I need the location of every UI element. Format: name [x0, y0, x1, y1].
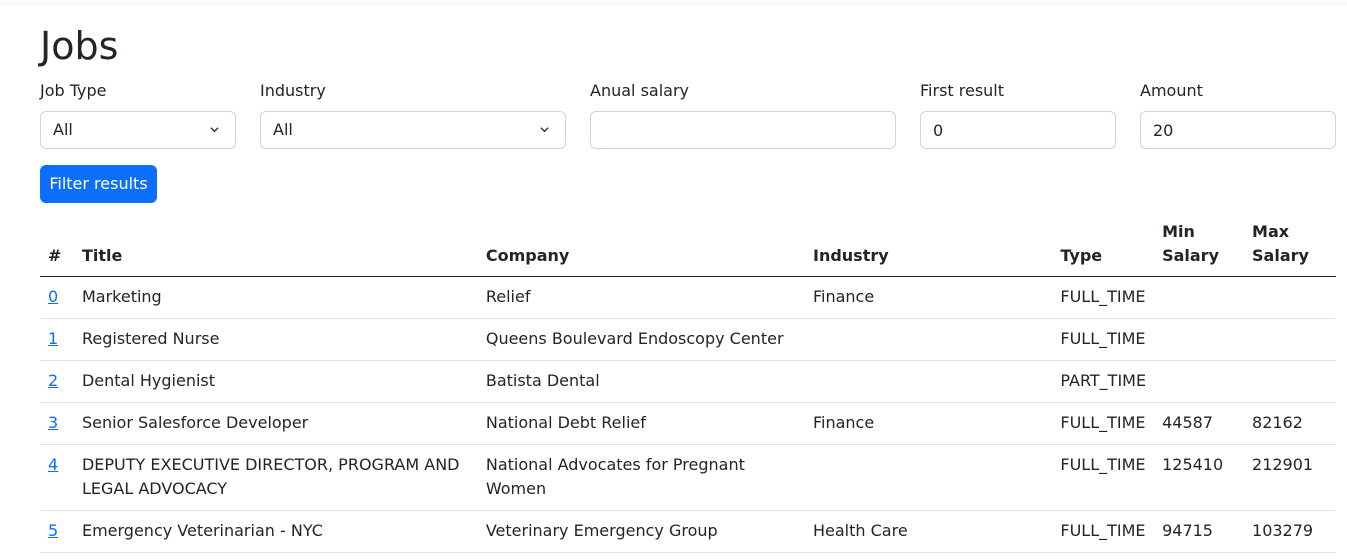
header-min-salary: Min Salary [1154, 214, 1245, 277]
job-company: Queens Boulevard Endoscopy Center [477, 318, 805, 361]
job-title: Marketing [73, 276, 478, 319]
job-industry: Health Care [804, 510, 1053, 553]
job-company: Relief [477, 276, 805, 319]
job-min-salary [1154, 318, 1245, 361]
job-id-link[interactable]: 5 [48, 521, 59, 540]
job-industry: Finance [804, 402, 1053, 445]
job-max-salary [1244, 360, 1336, 403]
job-title: DEPUTY EXECUTIVE DIRECTOR, PROGRAM AND L… [73, 444, 478, 511]
annual-salary-input[interactable] [590, 111, 896, 149]
job-min-salary: 94715 [1154, 510, 1245, 553]
job-type-value: All [53, 120, 73, 139]
job-id-link[interactable]: 3 [48, 413, 59, 432]
table-row: 1 Registered Nurse Queens Boulevard Endo… [40, 318, 1336, 361]
job-type: PART_TIME [1052, 360, 1155, 403]
annual-salary-label: Anual salary [590, 81, 689, 100]
annual-salary-field: Anual salary [590, 80, 896, 149]
header-type: Type [1052, 214, 1155, 277]
industry-value: All [273, 120, 293, 139]
job-company: Veterinary Emergency Group [477, 510, 805, 553]
chevron-down-icon [210, 127, 219, 133]
job-type-label: Job Type [40, 81, 107, 100]
header-max-salary: Max Salary [1244, 214, 1336, 277]
industry-select[interactable]: All [260, 111, 566, 149]
job-company: Batista Dental [477, 360, 805, 403]
job-min-salary: 44587 [1154, 402, 1245, 445]
header-company: Company [477, 214, 805, 277]
industry-label: Industry [260, 81, 326, 100]
job-industry [804, 444, 1053, 511]
job-id-link[interactable]: 2 [48, 371, 59, 390]
job-type-select[interactable]: All [40, 111, 236, 149]
job-id-link[interactable]: 0 [48, 287, 59, 306]
page-title: Jobs [40, 24, 119, 68]
table-row: 3 Senior Salesforce Developer National D… [40, 402, 1336, 445]
table-row: 2 Dental Hygienist Batista Dental PART_T… [40, 360, 1336, 403]
first-result-field: First result [920, 80, 1116, 149]
job-title: Senior Salesforce Developer [73, 402, 478, 445]
job-type: FULL_TIME [1052, 276, 1155, 319]
job-industry [804, 360, 1053, 403]
amount-input[interactable] [1140, 111, 1336, 149]
job-type: FULL_TIME [1052, 318, 1155, 361]
jobs-table: # Title Company Industry Type Min Salary… [40, 214, 1336, 553]
job-title: Registered Nurse [73, 318, 478, 361]
job-type: FULL_TIME [1052, 402, 1155, 445]
job-title: Dental Hygienist [73, 360, 478, 403]
header-title: Title [73, 214, 478, 277]
amount-label: Amount [1140, 81, 1203, 100]
industry-field: Industry All [260, 80, 566, 149]
job-max-salary: 82162 [1244, 402, 1336, 445]
job-title: Emergency Veterinarian - NYC [73, 510, 478, 553]
job-min-salary: 125410 [1154, 444, 1245, 511]
job-max-salary [1244, 276, 1336, 319]
job-id-link[interactable]: 1 [48, 329, 59, 348]
job-max-salary [1244, 318, 1336, 361]
first-result-input[interactable] [920, 111, 1116, 149]
job-id-link[interactable]: 4 [48, 455, 59, 474]
job-min-salary [1154, 360, 1245, 403]
first-result-label: First result [920, 81, 1005, 100]
job-company: National Debt Relief [477, 402, 805, 445]
job-type: FULL_TIME [1052, 510, 1155, 553]
table-header-row: # Title Company Industry Type Min Salary… [40, 214, 1336, 277]
job-company: National Advocates for Pregnant Women [477, 444, 805, 511]
table-row: 0 Marketing Relief Finance FULL_TIME [40, 276, 1336, 319]
job-min-salary [1154, 276, 1245, 319]
table-row: 4 DEPUTY EXECUTIVE DIRECTOR, PROGRAM AND… [40, 444, 1336, 511]
table-row: 5 Emergency Veterinarian - NYC Veterinar… [40, 510, 1336, 553]
job-max-salary: 103279 [1244, 510, 1336, 553]
job-max-salary: 212901 [1244, 444, 1336, 511]
amount-field: Amount [1140, 80, 1336, 149]
header-number: # [40, 214, 74, 277]
job-type-field: Job Type All [40, 80, 236, 149]
filter-results-button[interactable]: Filter results [40, 165, 157, 203]
job-industry [804, 318, 1053, 361]
top-bar [0, 0, 1347, 6]
job-industry: Finance [804, 276, 1053, 319]
job-type: FULL_TIME [1052, 444, 1155, 511]
chevron-down-icon [540, 127, 549, 133]
header-industry: Industry [804, 214, 1053, 277]
